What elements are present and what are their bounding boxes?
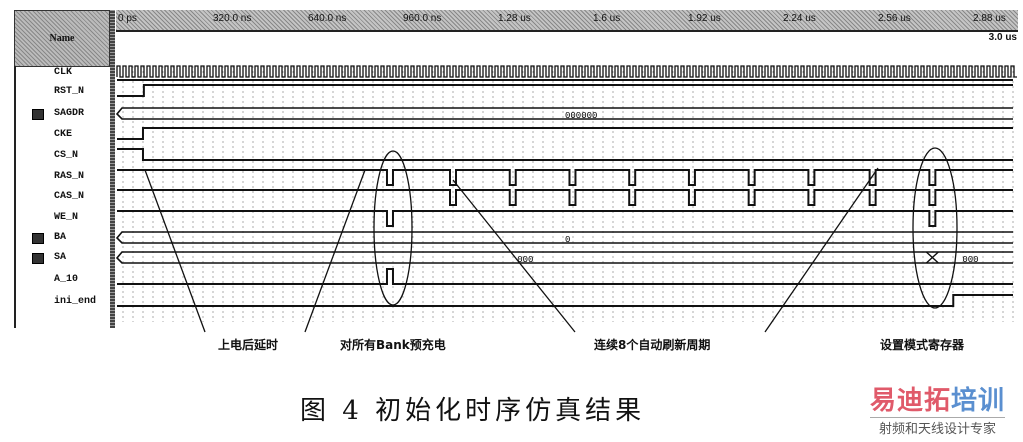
bus-waveform-ba [115,231,1013,244]
waveform-rst_n [117,84,1013,97]
waveform-cke [117,127,1013,140]
cursor-time: 3.0 us [988,32,1017,43]
figure-caption: 图 4 初始化时序仿真结果 [300,396,646,426]
annotation-precharge: 对所有Bank预充电 [340,338,446,352]
name-column-header: Name [14,10,110,67]
bus-value: 000000 [565,111,597,121]
waveform-ini_end [117,294,1013,307]
time-tick-label: 2.24 us [783,13,816,24]
signal-name-list: CLK RST_N SAGDR CKE CS_N RAS_N CAS_N WE_N BA SA A_… [14,66,112,328]
bus-value: 000 [517,255,533,265]
bus-expand-icon[interactable] [32,233,44,244]
signal-name[interactable]: CLK [54,67,73,78]
annotation-power-delay: 上电后延时 [218,338,279,352]
signal-name[interactable]: CAS_N [54,191,85,202]
clk-waveform [116,65,1017,78]
time-tick-label: 960.0 ns [403,13,442,24]
signal-name[interactable]: CS_N [54,150,79,161]
waveform-cs_n [117,148,1013,161]
signal-name[interactable]: A_10 [54,274,79,285]
waveform-ras_n [117,169,1013,186]
watermark-brand-blue: 培训 [951,386,1006,416]
bus-expand-icon[interactable] [32,253,44,264]
waveform-we_n [117,210,1013,227]
annotation-mode-register: 设置模式寄存器 [880,338,965,352]
signal-name[interactable]: WE_N [54,212,79,223]
signal-name[interactable]: SAGDR [54,108,85,119]
time-tick-label: 640.0 ns [308,13,347,24]
time-tick-label: 1.28 us [498,13,531,24]
time-tick-label: 1.6 us [593,13,621,24]
signal-name[interactable]: BA [54,232,67,243]
mode-register-highlight-ellipse [912,147,958,309]
bus-value: 0 [565,235,570,245]
time-tick-label: 0 ps [118,13,137,24]
time-ruler: 0 ps 320.0 ns 640.0 ns 960.0 ns 1.28 us 1.6 u… [116,10,1018,32]
time-tick-label: 2.56 us [878,13,911,24]
annotation-leader-line [764,167,879,333]
bus-value-after: 000 [962,255,978,265]
bus-transition [925,251,939,264]
annotation-leader-line [452,179,576,333]
pane-divider[interactable] [110,10,115,328]
signal-name[interactable]: ini_end [54,296,97,307]
signal-name[interactable]: RST_N [54,86,85,97]
time-tick-label: 320.0 ns [213,13,252,24]
time-tick-label: 2.88 us [973,13,1006,24]
watermark-logo: 易迪拓培训 射频和天线设计专家 [870,380,1006,437]
annotation-leader-line [144,169,206,333]
watermark-tagline: 射频和天线设计专家 [870,417,1006,437]
waveform-cas_n [117,189,1013,206]
watermark-brand-red: 易迪拓 [870,386,952,416]
bus-waveform-sagdr [115,107,1013,120]
time-tick-label: 1.92 us [688,13,721,24]
waveform-a_10 [117,268,1013,285]
annotation-leader-line [304,169,366,333]
signal-name[interactable]: SA [54,252,67,263]
precharge-highlight-ellipse [373,150,413,306]
signal-name[interactable]: RAS_N [54,171,85,182]
bus-expand-icon[interactable] [32,109,44,120]
signal-name[interactable]: CKE [54,129,73,140]
annotation-auto-refresh: 连续8个自动刷新周期 [594,338,711,352]
bus-waveform-sa [115,251,1013,264]
